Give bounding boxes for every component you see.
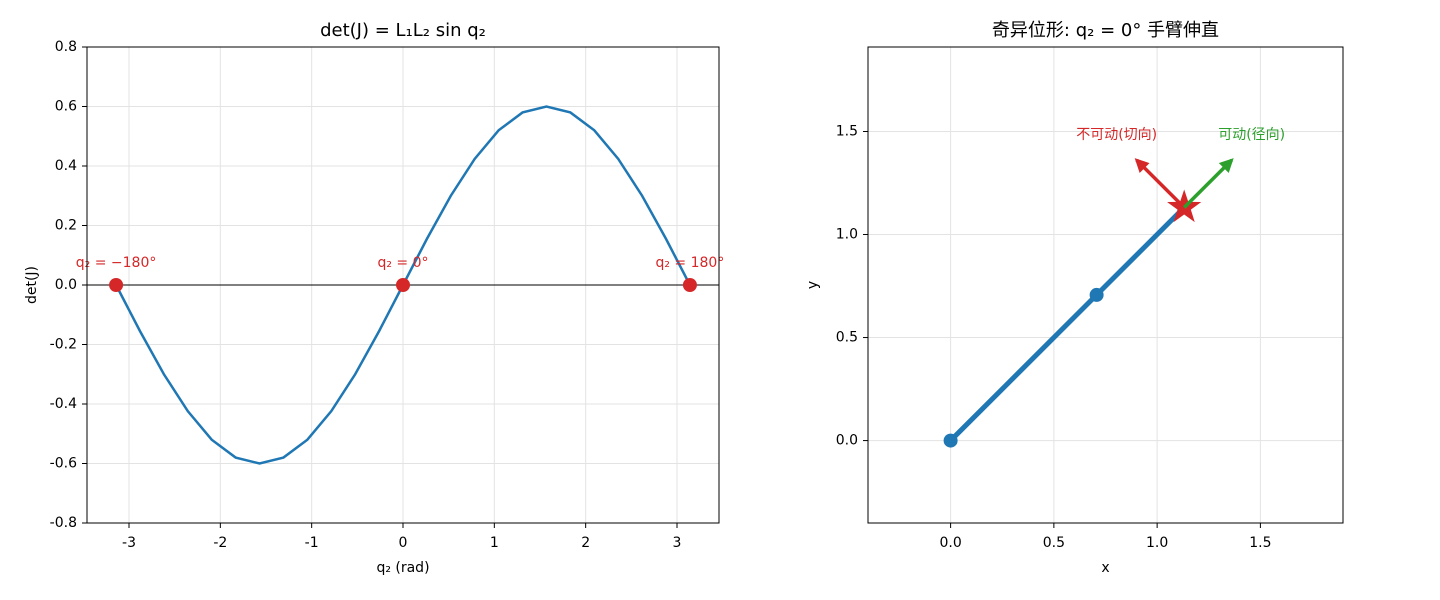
singular-point xyxy=(682,278,697,292)
arrow xyxy=(1134,158,1186,209)
arrow-label: 可动(径向) xyxy=(1218,127,1285,143)
point-label: q₂ = −180° xyxy=(76,255,157,271)
x-axis-label: q₂ (rad) xyxy=(376,560,429,576)
point-label: q₂ = 0° xyxy=(377,255,428,271)
y-tick-label: -0.2 xyxy=(50,337,77,353)
singular-point xyxy=(109,278,124,292)
y-tick-label: 0.6 xyxy=(55,99,77,115)
x-tick-label: 1 xyxy=(490,535,499,551)
axes-frame xyxy=(86,46,720,524)
x-tick-label: -3 xyxy=(122,535,136,551)
x-tick-label: 2 xyxy=(581,535,590,551)
y-tick-label: 0.0 xyxy=(836,433,858,449)
arm-link xyxy=(948,205,1187,444)
y-tick-label: -0.4 xyxy=(50,396,77,412)
x-tick-label: 1.0 xyxy=(1146,535,1168,551)
x-tick-label: 3 xyxy=(673,535,682,551)
y-axis-label: y xyxy=(805,281,821,289)
arrow xyxy=(1182,158,1234,209)
joint xyxy=(943,433,958,448)
x-tick-label: 0 xyxy=(399,535,408,551)
chart-title: det(J) = L₁L₂ sin q₂ xyxy=(320,20,486,41)
y-tick-label: 1.0 xyxy=(836,227,858,243)
y-tick-label: 1.5 xyxy=(836,123,858,139)
x-tick-label: 0.5 xyxy=(1043,535,1065,551)
chart-title: 奇异位形: q₂ = 0° 手臂伸直 xyxy=(992,20,1219,41)
singular-point xyxy=(396,278,410,292)
y-tick-label: 0.2 xyxy=(55,218,77,234)
axes-frame xyxy=(867,46,1344,524)
x-tick-label: 0.0 xyxy=(939,535,961,551)
point-label: q₂ = 180° xyxy=(655,255,724,271)
y-tick-label: -0.6 xyxy=(50,456,77,472)
y-tick-label: 0.4 xyxy=(55,158,77,174)
y-axis-label: det(J) xyxy=(24,266,40,304)
y-tick-label: 0.5 xyxy=(836,330,858,346)
joint xyxy=(1089,287,1104,302)
x-tick-label: -1 xyxy=(305,535,319,551)
y-tick-label: 0.8 xyxy=(55,39,77,55)
y-tick-label: 0.0 xyxy=(55,277,77,293)
x-tick-label: -2 xyxy=(213,535,227,551)
x-tick-label: 1.5 xyxy=(1249,535,1271,551)
x-axis-label: x xyxy=(1101,560,1109,576)
arrow-label: 不可动(切向) xyxy=(1076,127,1157,143)
y-tick-label: -0.8 xyxy=(50,515,77,531)
